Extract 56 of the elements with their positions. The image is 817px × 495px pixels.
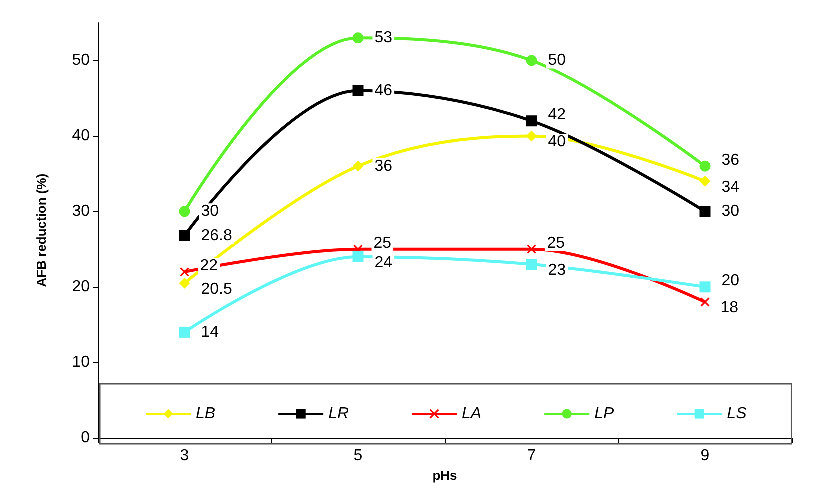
data-label: 40 <box>548 134 566 151</box>
data-label: 30 <box>201 203 220 220</box>
x-tick-label: 7 <box>527 448 536 465</box>
point <box>179 230 190 242</box>
data-label: 50 <box>548 52 566 70</box>
x-tick-label: 5 <box>354 448 363 465</box>
point <box>179 326 190 338</box>
y-axis-title: AFB reduction (%) <box>34 174 49 288</box>
y-tick-label: 50 <box>72 52 90 70</box>
point <box>179 278 190 289</box>
point <box>700 160 711 172</box>
point <box>352 251 364 262</box>
point <box>352 85 364 96</box>
data-label: 46 <box>374 82 393 100</box>
y-tick-label: 0 <box>81 430 90 447</box>
legend-label: LA <box>462 406 482 422</box>
legend-label: LS <box>727 406 748 422</box>
point <box>527 244 536 254</box>
data-label: 53 <box>374 30 393 47</box>
data-label: 30 <box>722 203 740 220</box>
data-label: 26.8 <box>201 227 232 244</box>
data-label: 23 <box>548 262 566 280</box>
data-label: 36 <box>722 152 740 169</box>
data-label: 36 <box>374 158 393 175</box>
y-tick-label: 10 <box>72 354 90 372</box>
point <box>179 206 190 218</box>
data-label: 24 <box>374 254 393 272</box>
point <box>526 55 538 66</box>
x-tick-label: 9 <box>700 448 710 465</box>
data-label: 25 <box>374 234 392 252</box>
point <box>352 160 364 172</box>
x-tick-label: 3 <box>180 448 190 465</box>
legend-label: LB <box>196 406 216 422</box>
data-label: 34 <box>722 178 740 196</box>
data-label: 20 <box>722 272 740 290</box>
point <box>526 130 538 142</box>
point <box>526 259 538 270</box>
point <box>352 32 364 44</box>
data-label: 18 <box>720 300 739 317</box>
x-axis-title: pHs <box>432 468 458 483</box>
point <box>700 298 710 307</box>
data-label: 42 <box>548 106 566 124</box>
legend-label: LP <box>594 406 614 422</box>
data-label: 14 <box>201 324 220 341</box>
legend-label: LR <box>328 406 350 422</box>
data-label: 22 <box>200 258 218 275</box>
point <box>526 116 538 127</box>
point <box>700 176 711 187</box>
data-label: 25 <box>547 234 566 252</box>
point <box>180 268 190 277</box>
point <box>700 282 711 293</box>
point <box>700 206 711 218</box>
y-tick-label: 30 <box>72 203 90 220</box>
y-tick-label: 20 <box>72 278 90 296</box>
y-tick-label: 40 <box>72 128 90 145</box>
data-label: 20.5 <box>201 280 232 298</box>
